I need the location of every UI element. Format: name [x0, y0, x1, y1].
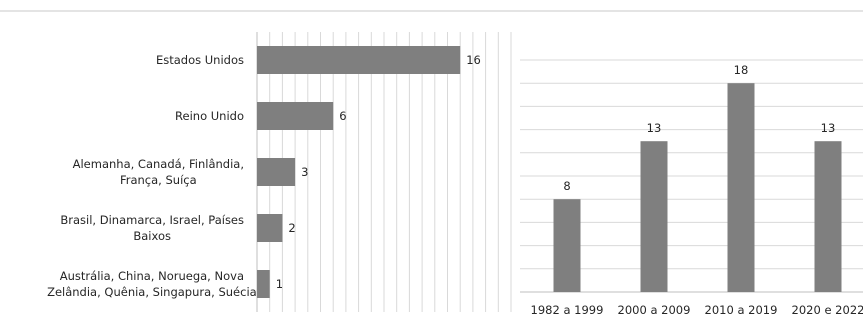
data-label: 13 [647, 121, 662, 135]
data-label: 8 [563, 179, 570, 193]
horizontal-bar-chart: 16 Estados Unidos 6 Reino Unido 3 Alemanha, C… [47, 32, 512, 312]
bar [640, 141, 668, 292]
bar [727, 83, 755, 292]
bar [257, 214, 283, 242]
category-label: Brasil, Dinamarca, Israel, Países [60, 213, 244, 227]
bar [257, 270, 270, 298]
vertical-bar-chart: 8 1982 a 1999 13 2000 a 2009 18 2010 a 2019 13… [520, 59, 863, 317]
bar [257, 46, 461, 74]
data-label: 13 [821, 121, 836, 135]
bar [257, 158, 296, 186]
category-label: 2020 e 2022 [792, 303, 863, 317]
category-label: Zelândia, Quênia, Singapura, Suécia [47, 285, 257, 299]
category-label: Baixos [133, 229, 171, 243]
data-label: 16 [466, 53, 481, 67]
category-label: 2010 a 2019 [705, 303, 778, 317]
category-label: França, Suíça [120, 173, 197, 187]
category-label: 1982 a 1999 [531, 303, 604, 317]
data-label: 1 [276, 277, 283, 291]
category-label: Alemanha, Canadá, Finlândia, [73, 157, 244, 171]
category-label: Reino Unido [175, 109, 244, 123]
data-label: 3 [301, 165, 308, 179]
data-label: 18 [734, 63, 749, 77]
bar [814, 141, 842, 292]
data-label: 2 [288, 221, 295, 235]
data-label: 6 [339, 109, 346, 123]
category-label: 2000 a 2009 [618, 303, 691, 317]
bar [257, 102, 334, 130]
bar [553, 199, 581, 292]
category-label: Austrália, China, Noruega, Nova [60, 269, 244, 283]
category-label: Estados Unidos [156, 53, 244, 67]
